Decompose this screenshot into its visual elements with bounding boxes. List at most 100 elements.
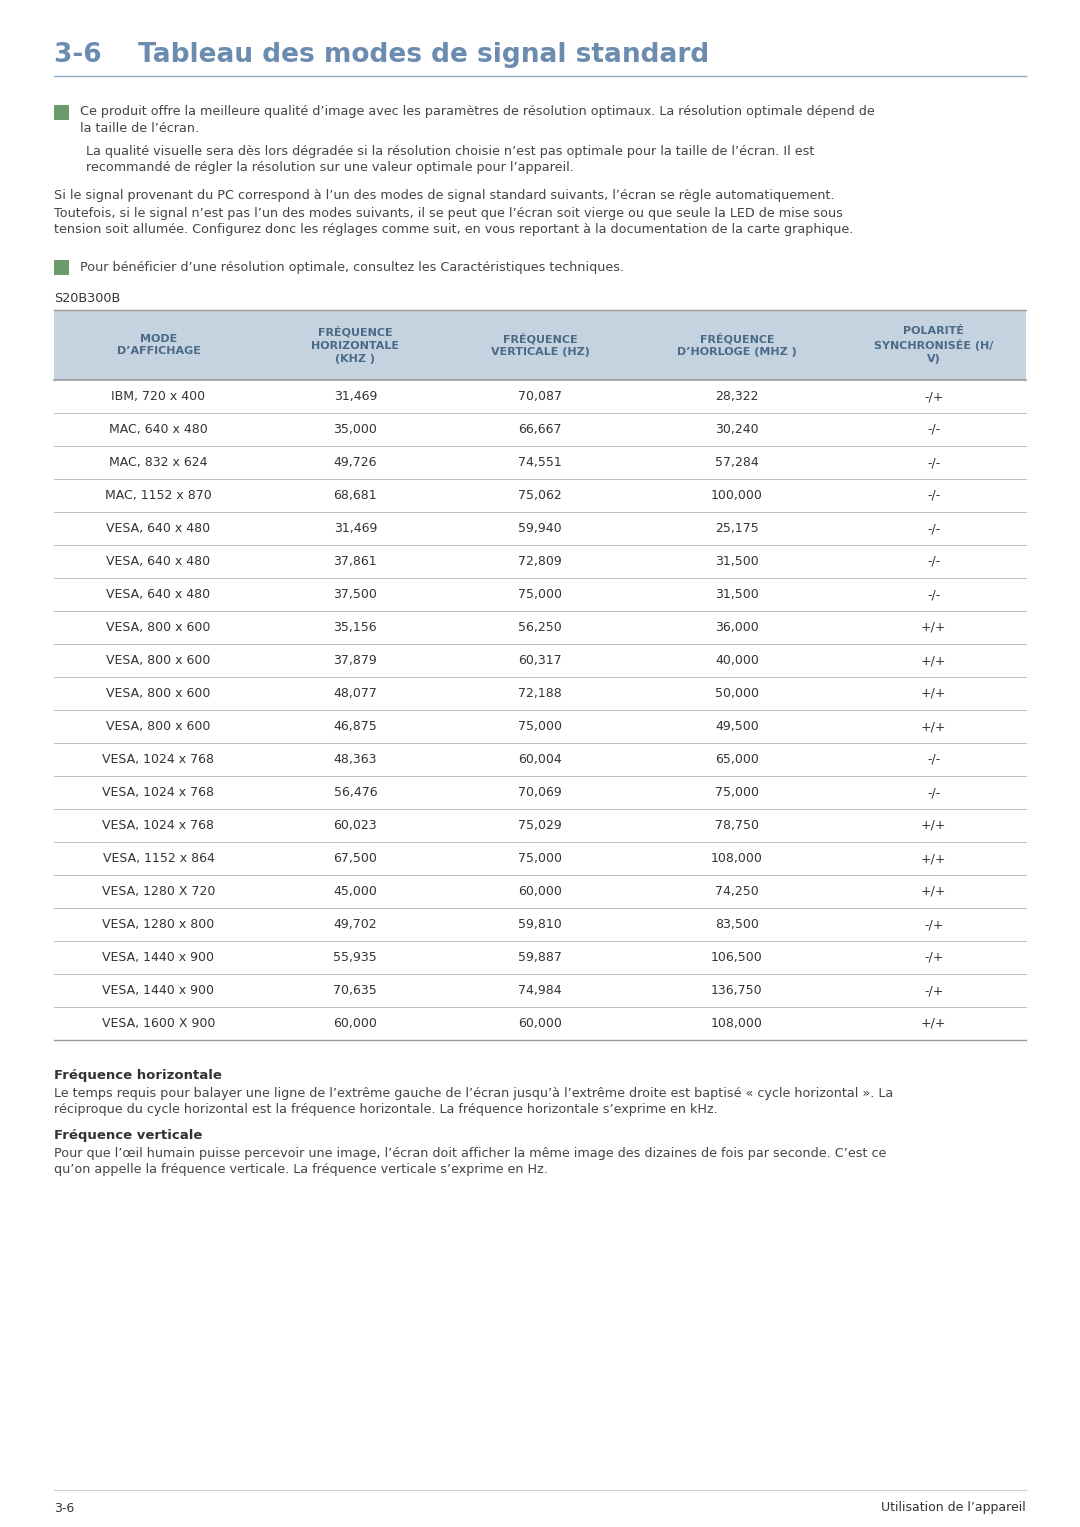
Text: 100,000: 100,000 xyxy=(711,489,762,502)
Text: 46,875: 46,875 xyxy=(334,721,377,733)
Text: la taille de l’écran.: la taille de l’écran. xyxy=(80,122,199,134)
Text: 31,500: 31,500 xyxy=(715,554,759,568)
Text: 35,156: 35,156 xyxy=(334,621,377,634)
Text: Si le signal provenant du PC correspond à l’un des modes de signal standard suiv: Si le signal provenant du PC correspond … xyxy=(54,189,835,203)
Text: VESA, 800 x 600: VESA, 800 x 600 xyxy=(106,621,211,634)
Text: 70,635: 70,635 xyxy=(334,983,377,997)
Text: VESA, 640 x 480: VESA, 640 x 480 xyxy=(107,522,211,534)
Bar xyxy=(54,104,69,119)
Text: S20B300B: S20B300B xyxy=(54,292,120,304)
Text: 49,702: 49,702 xyxy=(334,918,377,931)
Text: MAC, 1152 x 870: MAC, 1152 x 870 xyxy=(105,489,212,502)
Text: 37,879: 37,879 xyxy=(334,654,377,667)
Text: 31,469: 31,469 xyxy=(334,522,377,534)
Text: -/-: -/- xyxy=(927,753,941,767)
Text: 3-6: 3-6 xyxy=(54,1501,75,1515)
Text: 55,935: 55,935 xyxy=(334,951,377,964)
Text: 28,322: 28,322 xyxy=(715,389,758,403)
Text: VESA, 1280 X 720: VESA, 1280 X 720 xyxy=(102,886,215,898)
Text: réciproque du cycle horizontal est la fréquence horizontale. La fréquence horizo: réciproque du cycle horizontal est la fr… xyxy=(54,1104,718,1116)
Text: 56,250: 56,250 xyxy=(518,621,562,634)
Text: Utilisation de l’appareil: Utilisation de l’appareil xyxy=(881,1501,1026,1515)
Text: -/+: -/+ xyxy=(924,389,943,403)
Text: 57,284: 57,284 xyxy=(715,457,759,469)
Text: VESA, 1024 x 768: VESA, 1024 x 768 xyxy=(103,753,215,767)
Text: 37,861: 37,861 xyxy=(334,554,377,568)
Text: 25,175: 25,175 xyxy=(715,522,759,534)
Text: 31,469: 31,469 xyxy=(334,389,377,403)
Text: VESA, 1152 x 864: VESA, 1152 x 864 xyxy=(103,852,215,864)
Text: 60,000: 60,000 xyxy=(518,1017,562,1031)
Text: +/+: +/+ xyxy=(921,621,946,634)
Text: -/-: -/- xyxy=(927,522,941,534)
Text: 40,000: 40,000 xyxy=(715,654,759,667)
Text: 36,000: 36,000 xyxy=(715,621,759,634)
Text: Fréquence horizontale: Fréquence horizontale xyxy=(54,1069,221,1083)
Text: VESA, 1440 x 900: VESA, 1440 x 900 xyxy=(103,983,215,997)
Text: Ce produit offre la meilleure qualité d’image avec les paramètres de résolution : Ce produit offre la meilleure qualité d’… xyxy=(80,105,875,119)
Text: VESA, 640 x 480: VESA, 640 x 480 xyxy=(107,554,211,568)
Text: +/+: +/+ xyxy=(921,687,946,699)
Text: qu’on appelle la fréquence verticale. La fréquence verticale s’exprime en Hz.: qu’on appelle la fréquence verticale. La… xyxy=(54,1164,548,1176)
Text: 49,726: 49,726 xyxy=(334,457,377,469)
Text: +/+: +/+ xyxy=(921,886,946,898)
Text: FRÉQUENCE
D’HORLOGE (MHZ ): FRÉQUENCE D’HORLOGE (MHZ ) xyxy=(677,333,797,357)
Text: VESA, 1024 x 768: VESA, 1024 x 768 xyxy=(103,818,215,832)
Bar xyxy=(54,260,69,275)
Text: tension soit allumée. Configurez donc les réglages comme suit, en vous reportant: tension soit allumée. Configurez donc le… xyxy=(54,223,853,237)
Text: +/+: +/+ xyxy=(921,852,946,864)
Text: 75,000: 75,000 xyxy=(518,588,562,602)
Text: 35,000: 35,000 xyxy=(334,423,377,437)
Text: 74,984: 74,984 xyxy=(518,983,562,997)
Text: 108,000: 108,000 xyxy=(711,1017,762,1031)
Text: 108,000: 108,000 xyxy=(711,852,762,864)
Text: 68,681: 68,681 xyxy=(334,489,377,502)
Text: 50,000: 50,000 xyxy=(715,687,759,699)
Text: +/+: +/+ xyxy=(921,721,946,733)
Text: 136,750: 136,750 xyxy=(711,983,762,997)
Text: 75,000: 75,000 xyxy=(715,786,759,799)
Text: 45,000: 45,000 xyxy=(334,886,377,898)
Text: +/+: +/+ xyxy=(921,1017,946,1031)
Text: 75,029: 75,029 xyxy=(518,818,562,832)
Text: 59,810: 59,810 xyxy=(518,918,562,931)
Text: 75,000: 75,000 xyxy=(518,852,562,864)
Text: 3-6    Tableau des modes de signal standard: 3-6 Tableau des modes de signal standard xyxy=(54,43,710,69)
Text: 74,551: 74,551 xyxy=(518,457,562,469)
Text: 74,250: 74,250 xyxy=(715,886,759,898)
Text: -/-: -/- xyxy=(927,489,941,502)
Text: 60,000: 60,000 xyxy=(518,886,562,898)
Text: POLARITÉ
SYNCHRONISÉE (H/
V): POLARITÉ SYNCHRONISÉE (H/ V) xyxy=(874,325,994,363)
Text: -/-: -/- xyxy=(927,423,941,437)
Text: 70,087: 70,087 xyxy=(518,389,562,403)
Text: 60,317: 60,317 xyxy=(518,654,562,667)
Text: 66,667: 66,667 xyxy=(518,423,562,437)
Text: VESA, 1440 x 900: VESA, 1440 x 900 xyxy=(103,951,215,964)
Text: 67,500: 67,500 xyxy=(334,852,377,864)
Text: -/+: -/+ xyxy=(924,918,943,931)
Text: Fréquence verticale: Fréquence verticale xyxy=(54,1130,202,1142)
Text: FRÉQUENCE
VERTICALE (HZ): FRÉQUENCE VERTICALE (HZ) xyxy=(490,333,590,357)
Text: Toutefois, si le signal n’est pas l’un des modes suivants, il se peut que l’écra: Toutefois, si le signal n’est pas l’un d… xyxy=(54,206,842,220)
Text: VESA, 640 x 480: VESA, 640 x 480 xyxy=(107,588,211,602)
Text: 59,887: 59,887 xyxy=(518,951,562,964)
Text: 31,500: 31,500 xyxy=(715,588,759,602)
Text: Pour que l’œil humain puisse percevoir une image, l’écran doit afficher la même : Pour que l’œil humain puisse percevoir u… xyxy=(54,1147,887,1161)
Text: 78,750: 78,750 xyxy=(715,818,759,832)
Text: +/+: +/+ xyxy=(921,654,946,667)
Text: 49,500: 49,500 xyxy=(715,721,759,733)
Text: 60,023: 60,023 xyxy=(334,818,377,832)
Text: 75,000: 75,000 xyxy=(518,721,562,733)
Text: 60,004: 60,004 xyxy=(518,753,562,767)
Text: 75,062: 75,062 xyxy=(518,489,562,502)
Text: La qualité visuelle sera dès lors dégradée si la résolution choisie n’est pas op: La qualité visuelle sera dès lors dégrad… xyxy=(86,145,814,157)
Text: +/+: +/+ xyxy=(921,818,946,832)
Bar xyxy=(54,310,1026,380)
Text: 83,500: 83,500 xyxy=(715,918,759,931)
Text: VESA, 1600 X 900: VESA, 1600 X 900 xyxy=(102,1017,215,1031)
Text: 56,476: 56,476 xyxy=(334,786,377,799)
Text: MAC, 832 x 624: MAC, 832 x 624 xyxy=(109,457,207,469)
Text: MODE
D’AFFICHAGE: MODE D’AFFICHAGE xyxy=(117,333,201,356)
Text: 48,363: 48,363 xyxy=(334,753,377,767)
Text: -/-: -/- xyxy=(927,457,941,469)
